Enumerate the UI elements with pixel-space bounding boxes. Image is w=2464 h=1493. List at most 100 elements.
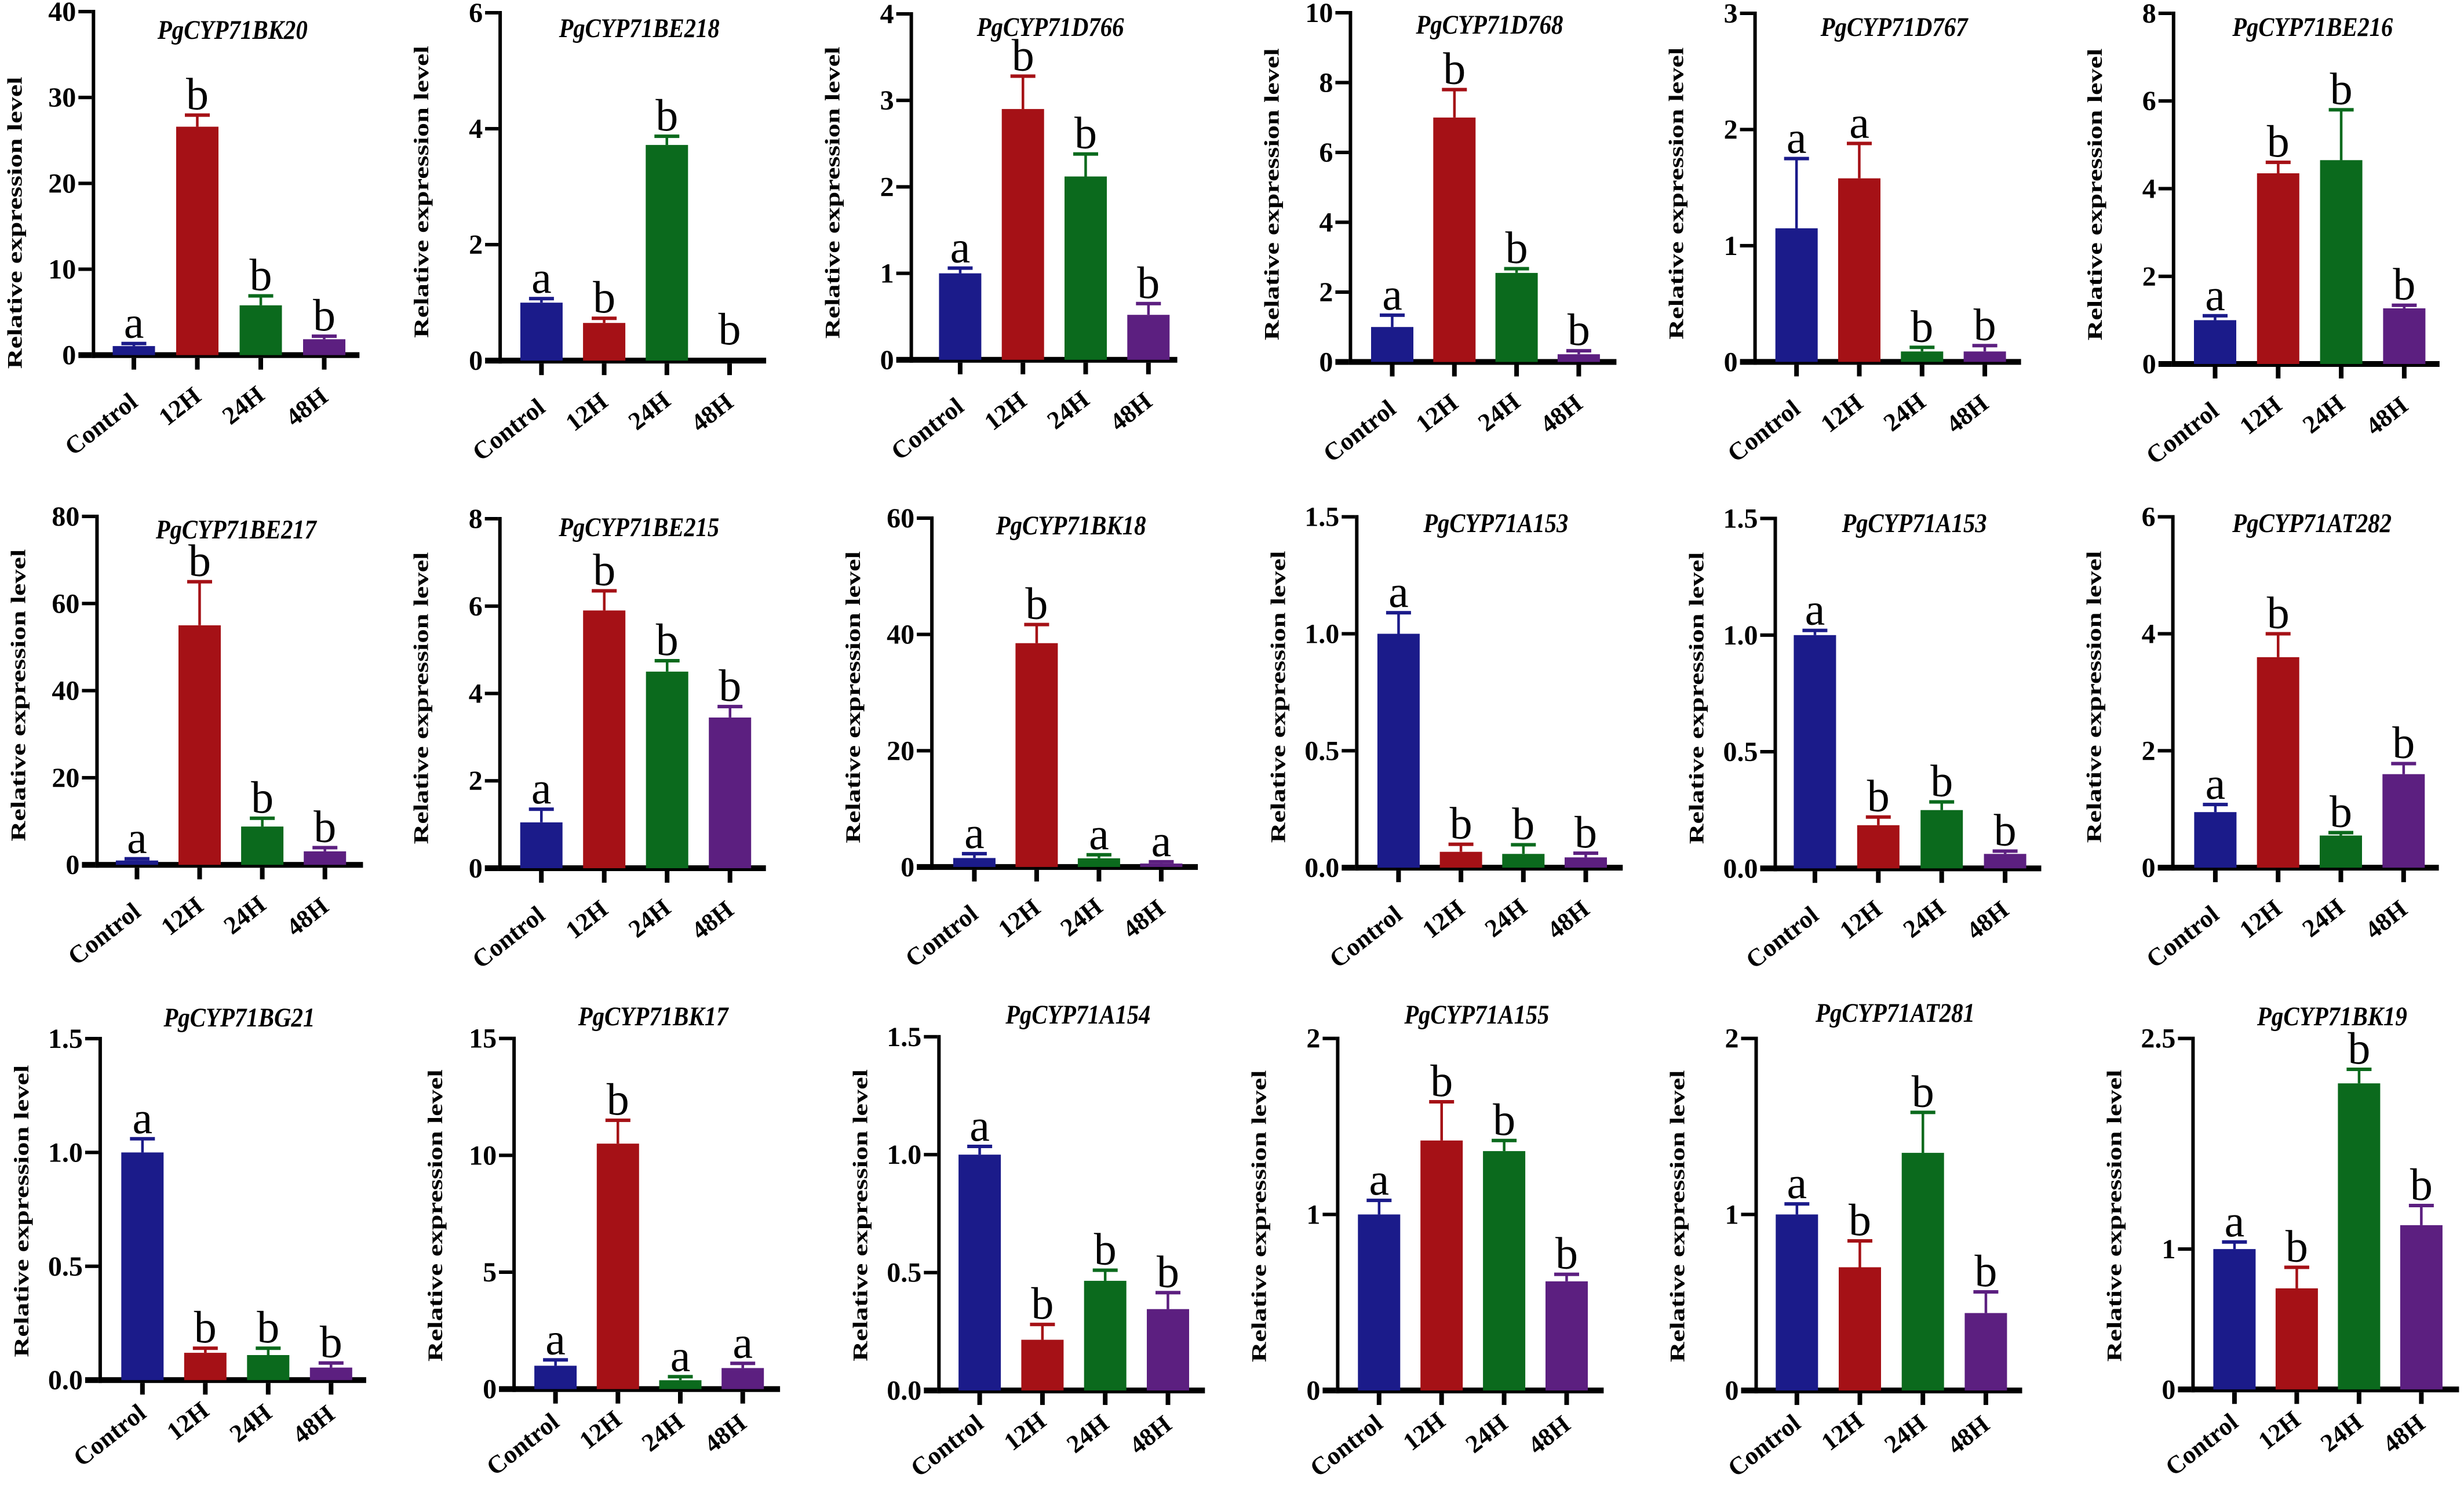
svg-text:60: 60 — [887, 503, 914, 534]
svg-text:b: b — [186, 69, 209, 119]
svg-text:b: b — [1974, 299, 1996, 349]
svg-text:b: b — [2330, 786, 2352, 837]
svg-text:PgCYP71A153: PgCYP71A153 — [1842, 508, 1987, 538]
svg-text:40: 40 — [48, 0, 76, 27]
svg-text:PgCYP71BE216: PgCYP71BE216 — [2232, 12, 2393, 42]
svg-text:a: a — [1787, 112, 1807, 163]
svg-text:PgCYP71BE217: PgCYP71BE217 — [155, 515, 318, 545]
svg-text:Relative expression level: Relative expression level — [1666, 1070, 1689, 1362]
svg-text:20: 20 — [48, 168, 76, 199]
svg-text:Relative expression level: Relative expression level — [848, 1069, 872, 1361]
svg-text:b: b — [188, 536, 211, 586]
svg-text:3: 3 — [880, 85, 894, 116]
svg-text:6: 6 — [2142, 86, 2156, 116]
svg-text:a: a — [1787, 1157, 1807, 1208]
svg-text:a: a — [1849, 97, 1869, 148]
svg-text:6: 6 — [469, 591, 483, 622]
svg-text:a: a — [1805, 584, 1825, 635]
svg-text:0.0: 0.0 — [887, 1375, 921, 1406]
svg-text:b: b — [1512, 799, 1534, 849]
svg-text:b: b — [1506, 223, 1528, 273]
svg-text:a: a — [531, 252, 552, 303]
svg-text:0: 0 — [2162, 1374, 2175, 1405]
svg-text:0.5: 0.5 — [48, 1251, 83, 1282]
svg-text:1.0: 1.0 — [1304, 619, 1339, 650]
svg-text:2: 2 — [1724, 115, 1738, 145]
svg-text:1: 1 — [1724, 231, 1738, 261]
svg-text:0.0: 0.0 — [48, 1365, 83, 1396]
svg-text:2: 2 — [1725, 1024, 1739, 1054]
svg-text:0.5: 0.5 — [1304, 735, 1339, 766]
svg-text:a: a — [1089, 809, 1109, 859]
svg-text:3: 3 — [1724, 0, 1738, 29]
svg-text:a: a — [1369, 1154, 1389, 1204]
svg-text:2: 2 — [1319, 277, 1333, 308]
svg-text:b: b — [1555, 1228, 1578, 1279]
svg-text:0.0: 0.0 — [1304, 853, 1339, 883]
svg-text:b: b — [1137, 257, 1160, 308]
svg-text:10: 10 — [469, 1140, 497, 1171]
svg-text:a: a — [545, 1313, 566, 1364]
svg-text:2: 2 — [469, 766, 483, 796]
svg-text:b: b — [2267, 588, 2290, 638]
svg-text:0: 0 — [1319, 347, 1333, 378]
svg-text:0: 0 — [2142, 853, 2156, 883]
svg-text:0: 0 — [901, 852, 914, 883]
svg-text:Relative expression level: Relative expression level — [821, 46, 844, 338]
svg-text:b: b — [2393, 259, 2415, 309]
svg-text:Relative expression level: Relative expression level — [424, 1069, 447, 1361]
svg-text:a: a — [2225, 1196, 2245, 1246]
svg-text:b: b — [1157, 1246, 1179, 1297]
svg-text:4: 4 — [469, 679, 483, 709]
svg-text:b: b — [656, 614, 679, 665]
svg-text:4: 4 — [880, 0, 894, 30]
svg-text:b: b — [251, 772, 274, 822]
svg-text:b: b — [1867, 771, 1890, 821]
svg-text:0: 0 — [1725, 1375, 1739, 1406]
svg-text:2: 2 — [2142, 261, 2156, 292]
svg-text:Relative expression level: Relative expression level — [3, 77, 26, 369]
svg-text:b: b — [194, 1302, 217, 1352]
svg-text:PgCYP71A155: PgCYP71A155 — [1404, 1000, 1550, 1030]
svg-text:2: 2 — [469, 230, 483, 260]
svg-text:b: b — [1074, 108, 1097, 158]
svg-text:b: b — [719, 660, 741, 711]
svg-text:b: b — [1930, 756, 1953, 806]
svg-text:b: b — [1012, 30, 1034, 80]
svg-text:30: 30 — [48, 82, 76, 113]
svg-text:b: b — [1912, 1066, 1934, 1116]
svg-text:1.5: 1.5 — [48, 1024, 83, 1054]
svg-text:PgCYP71AT282: PgCYP71AT282 — [2232, 508, 2392, 538]
svg-text:a: a — [670, 1330, 691, 1381]
svg-text:2.5: 2.5 — [2141, 1024, 2175, 1054]
svg-text:20: 20 — [887, 735, 914, 766]
svg-text:b: b — [1430, 1055, 1453, 1106]
svg-text:2: 2 — [2142, 735, 2156, 766]
svg-text:6: 6 — [1319, 137, 1333, 168]
svg-text:40: 40 — [52, 676, 79, 707]
svg-text:b: b — [250, 250, 272, 300]
svg-text:b: b — [593, 272, 615, 322]
svg-text:Relative expression level: Relative expression level — [1665, 48, 1688, 340]
svg-text:PgCYP71D766: PgCYP71D766 — [976, 12, 1124, 42]
svg-text:80: 80 — [52, 501, 79, 532]
svg-text:b: b — [719, 304, 741, 354]
svg-text:4: 4 — [2142, 619, 2156, 650]
svg-text:5: 5 — [483, 1257, 497, 1288]
svg-text:b: b — [607, 1074, 629, 1124]
svg-text:15: 15 — [469, 1024, 497, 1054]
svg-text:PgCYP71BE215: PgCYP71BE215 — [558, 512, 719, 542]
svg-text:1.5: 1.5 — [1723, 504, 1758, 534]
svg-text:Relative expression level: Relative expression level — [10, 1065, 33, 1357]
svg-text:2: 2 — [880, 172, 894, 202]
svg-text:b: b — [257, 1302, 279, 1352]
svg-text:Relative expression level: Relative expression level — [1247, 1070, 1270, 1362]
svg-text:Relative expression level: Relative expression level — [410, 552, 433, 844]
svg-text:b: b — [2330, 63, 2353, 114]
svg-text:b: b — [1574, 807, 1597, 857]
svg-text:1: 1 — [1306, 1199, 1320, 1230]
svg-text:a: a — [2205, 270, 2225, 320]
svg-text:2: 2 — [1306, 1024, 1320, 1054]
svg-text:b: b — [1911, 301, 1933, 351]
svg-text:Relative expression level: Relative expression level — [1260, 48, 1283, 340]
